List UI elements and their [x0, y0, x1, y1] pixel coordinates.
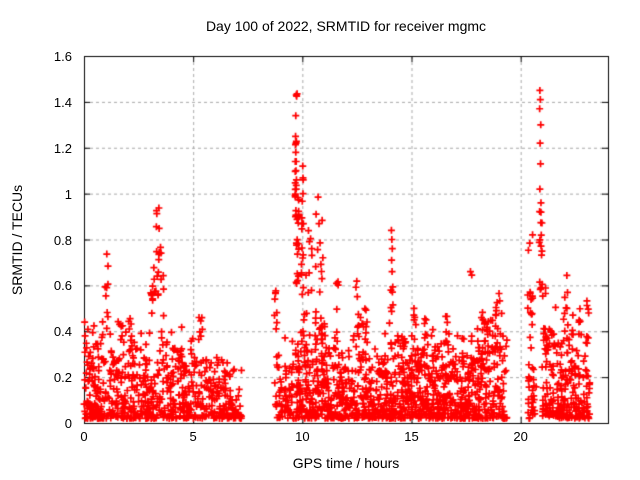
y-tick-label: 0.2	[53, 370, 72, 386]
y-tick-label: 0.4	[53, 324, 72, 340]
y-tick-label: 1.4	[53, 94, 72, 110]
y-tick-label: 0.8	[53, 232, 72, 248]
y-tick-label: 0.6	[53, 278, 72, 294]
x-tick-label: 15	[404, 429, 419, 444]
y-tick-label: 1.6	[53, 49, 72, 64]
x-tick-label: 0	[80, 429, 88, 444]
x-tick-label: 20	[513, 429, 528, 444]
y-tick-label: 0	[64, 416, 72, 431]
x-axis-label: GPS time / hours	[292, 455, 400, 471]
y-tick-label: 1	[64, 186, 72, 202]
x-tick-label: 5	[189, 429, 197, 444]
chart-title: Day 100 of 2022, SRMTID for receiver mgm…	[205, 18, 487, 34]
y-tick-label: 1.2	[53, 140, 72, 156]
x-tick-label: 10	[295, 429, 310, 444]
